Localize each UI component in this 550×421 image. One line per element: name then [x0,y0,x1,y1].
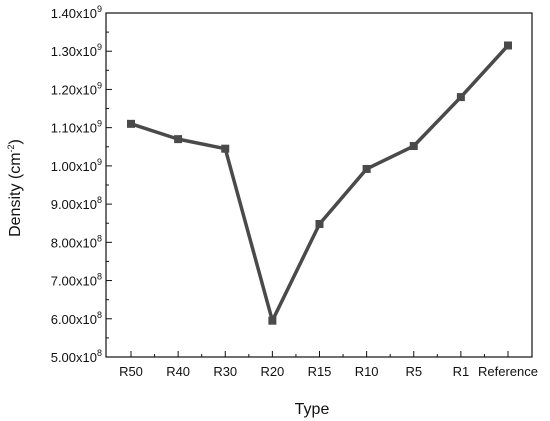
y-axis: 5.00x108 6.00x108 7.00x108 8.00x108 9.00x108… [51,4,112,365]
y-axis-title-main: Density (cm [7,152,24,236]
data-point-marker [504,41,512,50]
y-tick-label: 8.00x108 [51,233,102,250]
x-tick-label: R30 [213,364,237,379]
x-tick-label: R50 [119,364,143,379]
series-line [130,44,510,323]
x-tick-label: R20 [260,364,284,379]
data-point-marker [127,119,135,128]
x-axis: R50 R40 R30 R20 R15 R10 R5 R1 Reference [119,351,538,379]
y-tick-label: 5.00x108 [51,348,102,365]
y-tick-label: 7.00x108 [51,272,102,289]
y-tick-label: 1.20x109 [51,80,102,97]
x-tick-label: R15 [308,364,332,379]
y-tick-label: 1.40x109 [51,4,102,21]
data-point-marker [174,135,183,144]
y-axis-title-sup: -2 [6,144,16,152]
y-tick-label: 9.00x108 [51,195,102,212]
y-axis-title-close: ) [7,139,24,144]
x-tick-label: R10 [355,364,379,379]
x-axis-title: Type [295,401,330,418]
y-tick-label: 1.00x109 [51,157,102,174]
data-point-marker [221,144,230,153]
data-point-marker [268,316,277,325]
data-point-marker [315,219,324,228]
x-tick-label: R5 [405,364,422,379]
data-point-marker [362,164,371,173]
x-tick-label: R40 [166,364,190,379]
y-tick-label: 6.00x108 [51,310,102,327]
y-tick-label: 1.30x109 [51,42,102,59]
y-axis-title: Density (cm-2) [6,139,24,237]
y-tick-label: 1.10x109 [51,119,102,136]
data-point-marker [409,142,418,151]
x-tick-label: R1 [453,364,470,379]
series-density [127,41,512,325]
data-point-marker [456,93,465,102]
plot-frame [105,12,533,358]
x-tick-label: Reference [478,364,538,379]
